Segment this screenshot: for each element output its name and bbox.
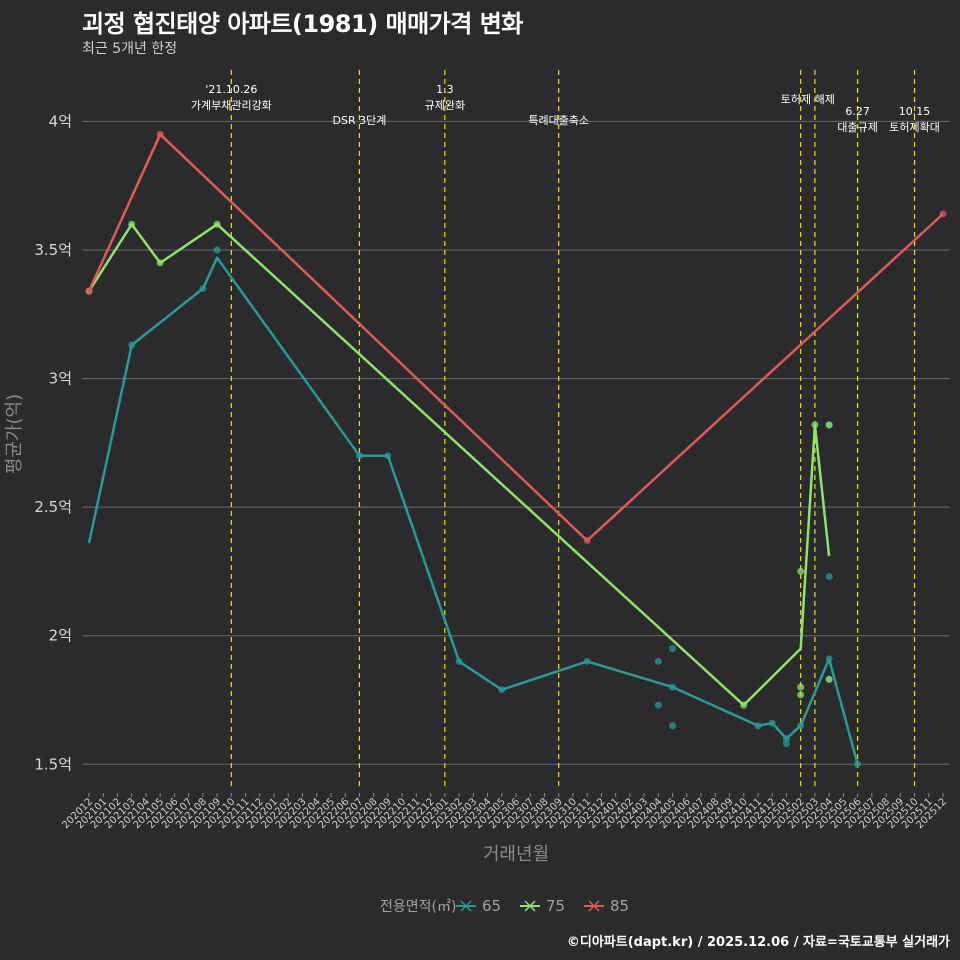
- event-label: 대출규제: [837, 121, 877, 134]
- data-point-65: [355, 452, 363, 460]
- series-layer: [85, 130, 947, 768]
- data-point-85: [85, 287, 93, 295]
- source-caption: ©디아파트(dapt.kr) / 2025.12.06 / 자료=국토교통부 실…: [566, 935, 950, 950]
- legend-key-mark: [524, 900, 536, 912]
- y-tick-label: 3억: [49, 370, 72, 388]
- data-point-65: [128, 341, 136, 349]
- data-point-75: [797, 683, 805, 691]
- grid-layer: [82, 120, 950, 765]
- y-axis-title: 평균가(억): [4, 394, 25, 474]
- y-axis-ticks: 1.5억 2억 2.5억 3억 3.5억 4억: [34, 112, 72, 773]
- data-point-65: [825, 655, 833, 663]
- data-point-65: [754, 722, 762, 730]
- data-point-75: [811, 421, 819, 429]
- data-point-65: [498, 686, 506, 694]
- data-point-65: [782, 740, 790, 748]
- data-point-65: [797, 722, 805, 730]
- legend-key-mark: [588, 900, 600, 912]
- data-point-75: [825, 421, 833, 429]
- event-label: DSR 3단계: [333, 114, 387, 127]
- y-tick-label: 2.5억: [34, 498, 72, 516]
- x-axis-ticks: 2020122021012021022021032021042021052021…: [60, 793, 949, 831]
- legend-label-85: 85: [610, 897, 629, 915]
- event-label: 특례대출축소: [528, 114, 589, 127]
- data-point-65: [825, 573, 833, 581]
- legend-key-mark: [460, 900, 472, 912]
- data-point-65: [782, 735, 790, 743]
- data-point-75: [825, 675, 833, 683]
- event-label: 토허제 해제: [781, 92, 835, 106]
- y-tick-label: 1.5억: [34, 755, 72, 773]
- data-point-85: [583, 537, 591, 545]
- series-line-75: [87, 223, 831, 707]
- data-point-75: [740, 701, 748, 709]
- event-label: 10.15: [899, 105, 931, 118]
- data-point-65: [583, 657, 591, 665]
- data-point-85: [156, 130, 164, 138]
- legend-label-65: 65: [482, 897, 501, 915]
- data-point-65: [669, 722, 677, 730]
- data-point-75: [156, 259, 164, 267]
- data-point-75: [213, 220, 221, 228]
- event-label: 가계부채관리강화: [191, 99, 272, 112]
- x-axis-title: 거래년월: [483, 844, 549, 865]
- legend-title: 전용면적(㎡): [380, 899, 456, 915]
- data-point-65: [213, 246, 221, 254]
- chart-title: 괴정 협진태양 아파트(1981) 매매가격 변화: [82, 10, 523, 38]
- event-label: 1.3: [436, 83, 454, 96]
- event-label: 토허제확대: [889, 121, 940, 134]
- series-line-65: [87, 256, 859, 765]
- event-label: 규제완화: [425, 99, 465, 112]
- data-point-75: [797, 567, 805, 575]
- data-point-75: [797, 691, 805, 699]
- data-point-65: [384, 452, 392, 460]
- data-point-65: [654, 701, 662, 709]
- y-tick-label: 4억: [49, 112, 72, 130]
- data-point-65: [768, 719, 776, 727]
- data-point-85: [939, 210, 947, 218]
- data-point-65: [455, 657, 463, 665]
- legend-label-75: 75: [546, 897, 565, 915]
- event-label: 6.27: [845, 105, 870, 118]
- event-label: '21.10.26: [205, 83, 257, 96]
- data-point-65: [654, 657, 662, 665]
- data-point-65: [669, 683, 677, 691]
- chart-subtitle: 최근 5개년 한정: [82, 41, 178, 57]
- y-tick-label: 2억: [49, 627, 72, 645]
- data-point-65: [854, 760, 862, 768]
- data-point-65: [669, 645, 677, 653]
- data-point-75: [128, 220, 136, 228]
- series-line-85: [87, 133, 944, 542]
- data-point-65: [199, 285, 207, 293]
- legend: 전용면적(㎡) 65 75 85: [380, 897, 629, 915]
- y-tick-label: 3.5억: [34, 241, 72, 259]
